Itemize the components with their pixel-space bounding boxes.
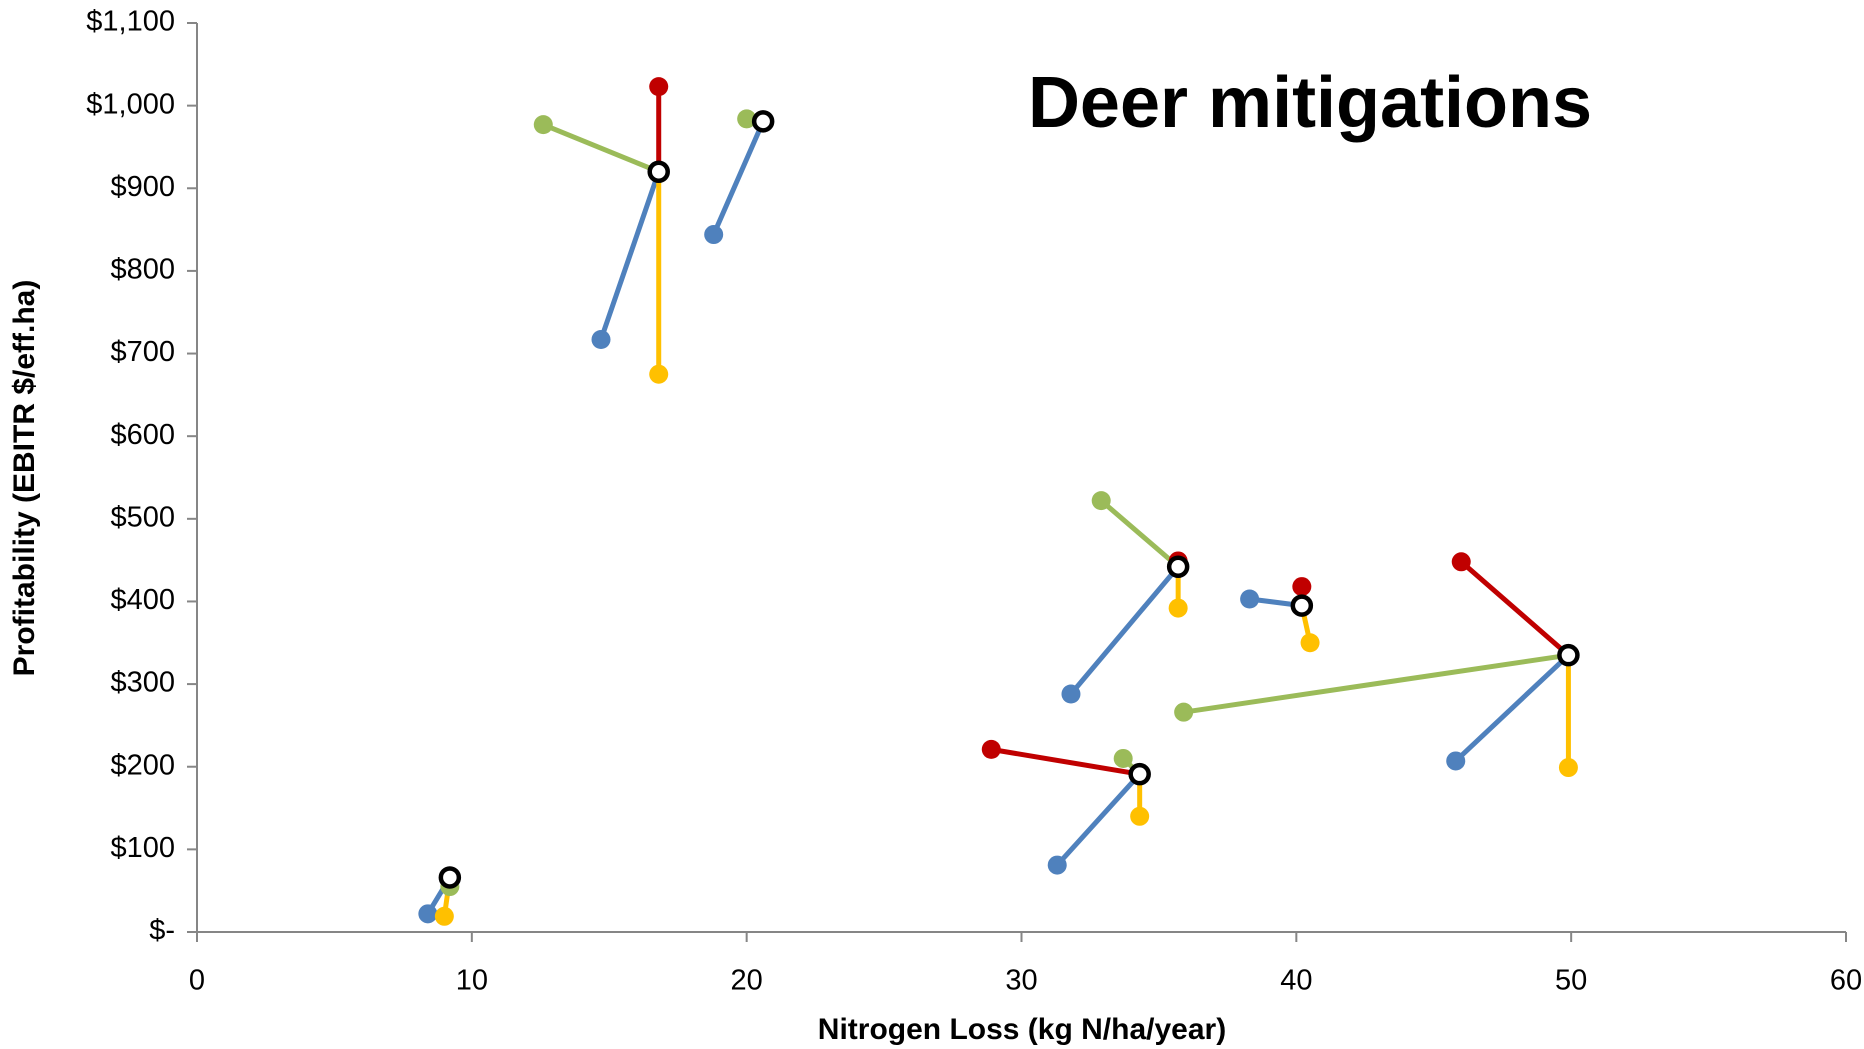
- chart-title: Deer mitigations: [1028, 63, 1592, 143]
- point: [1300, 633, 1320, 653]
- mitigation-link: [711, 120, 766, 236]
- y-tick-label: $-: [149, 915, 175, 947]
- x-tick-label: 30: [1005, 965, 1037, 997]
- point: [418, 904, 438, 924]
- mitigation-link: [990, 746, 1141, 777]
- point: [1451, 552, 1471, 572]
- point: [1168, 598, 1188, 618]
- x-tick-label: 10: [456, 965, 488, 997]
- y-tick-label: $800: [110, 254, 175, 286]
- mitigation-link: [1183, 652, 1569, 715]
- baseline-point: [751, 110, 775, 133]
- mitigation-link: [1055, 772, 1142, 867]
- y-tick-label: $100: [110, 832, 175, 864]
- y-tick-label: $1,000: [86, 88, 175, 120]
- mitigation-link: [1099, 498, 1180, 569]
- point: [533, 115, 553, 135]
- point: [1047, 855, 1067, 875]
- x-tick-label: 20: [731, 965, 763, 997]
- mitigation-link: [542, 122, 660, 175]
- y-tick-label: $200: [110, 749, 175, 781]
- baseline-point: [1128, 762, 1151, 786]
- mitigation-link: [598, 170, 662, 341]
- baseline-point: [1290, 594, 1314, 617]
- y-tick-label: $500: [110, 501, 175, 533]
- point: [1558, 758, 1578, 778]
- mitigation-link: [1459, 559, 1571, 658]
- baseline-point: [1166, 555, 1190, 578]
- baseline-point: [1557, 643, 1580, 667]
- point: [1446, 751, 1466, 771]
- point: [1130, 806, 1150, 826]
- x-tick-label: 40: [1280, 965, 1312, 997]
- x-tick-label: 60: [1830, 965, 1862, 997]
- x-axis-title: Nitrogen Loss (kg N/ha/year): [818, 1013, 1226, 1046]
- point: [649, 77, 669, 97]
- y-tick-label: $600: [110, 419, 175, 451]
- baseline-point: [647, 160, 670, 183]
- point: [1174, 702, 1194, 722]
- mitigation-link: [1454, 653, 1571, 763]
- point: [434, 906, 454, 926]
- y-axis-title: Profitability (EBITR $/eff.ha): [8, 280, 41, 677]
- point: [1061, 684, 1081, 704]
- point: [649, 364, 669, 384]
- y-tick-label: $700: [110, 336, 175, 368]
- y-tick-label: $1,100: [86, 6, 175, 38]
- x-tick-label: 50: [1555, 965, 1587, 997]
- point: [1113, 748, 1133, 768]
- point: [591, 329, 611, 349]
- y-tick-label: $300: [110, 667, 175, 699]
- point: [1292, 577, 1312, 597]
- baseline-point: [438, 866, 462, 889]
- y-tick-label: $400: [110, 584, 175, 616]
- point: [737, 109, 757, 129]
- point: [1240, 589, 1260, 609]
- point: [1091, 491, 1111, 511]
- y-tick-label: $900: [110, 171, 175, 203]
- point: [704, 225, 724, 245]
- mitigation-link: [1069, 565, 1181, 696]
- x-tick-label: 0: [189, 965, 205, 997]
- point: [981, 739, 1001, 759]
